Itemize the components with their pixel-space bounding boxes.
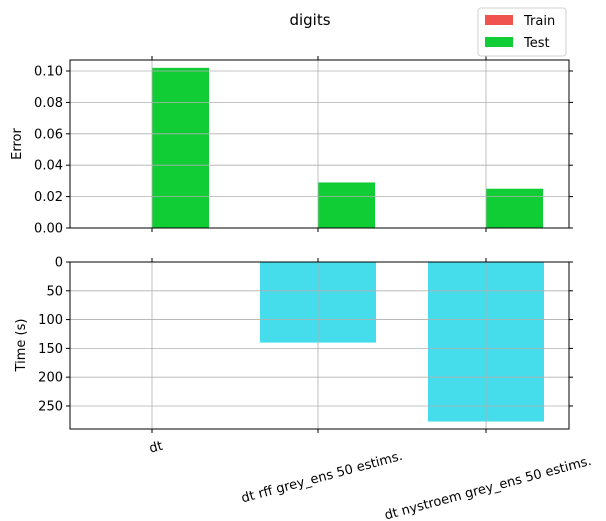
error-y-tick-label: 0.00 <box>34 222 63 237</box>
legend: Train Test <box>477 7 567 57</box>
x-tick-label: dt rff grey_ens 50 estims. <box>240 449 405 507</box>
legend-label-train: Train <box>523 14 555 29</box>
error-bar-test <box>152 67 209 228</box>
legend-swatch-train <box>485 15 513 25</box>
error-y-tick-label: 0.06 <box>34 127 63 142</box>
error-bar-test <box>486 188 543 228</box>
error-y-tick-label: 0.02 <box>34 190 63 205</box>
time-y-tick-label: 100 <box>38 313 63 328</box>
time-panel: 0 50 100 150 200 250 Time (s) <box>14 256 573 433</box>
time-y-tick-label: 150 <box>38 342 63 357</box>
time-y-tick-label: 250 <box>38 399 63 414</box>
error-y-tick-label: 0.08 <box>34 96 63 111</box>
time-y-axis-label: Time (s) <box>14 319 29 373</box>
chart-title: digits <box>289 11 330 29</box>
x-tick-label: dt nystroem grey_ens 50 estims. <box>383 454 593 521</box>
time-y-tick-label: 200 <box>38 371 63 386</box>
error-y-tick-label: 0.10 <box>34 64 63 79</box>
error-bars <box>152 67 543 228</box>
error-y-axis-label: Error <box>10 128 25 160</box>
time-axes-frame <box>69 261 570 430</box>
error-y-ticks: 0.00 0.02 0.04 0.06 0.08 0.10 <box>34 56 573 237</box>
time-y-ticks: 0 50 100 150 200 250 <box>38 256 573 433</box>
x-tick-label: dt <box>148 439 165 457</box>
x-tick-labels: dt dt rff grey_ens 50 estims.dt nystroem … <box>148 439 593 521</box>
legend-label-test: Test <box>523 36 550 51</box>
time-bars <box>260 262 544 422</box>
error-panel: 0.00 0.02 0.04 0.06 0.08 0.10 Error <box>10 56 573 237</box>
time-y-tick-label: 50 <box>46 284 63 299</box>
error-axes-frame <box>69 59 570 229</box>
legend-swatch-test <box>485 37 513 47</box>
error-y-tick-label: 0.04 <box>34 159 63 174</box>
error-bar-test <box>318 182 375 228</box>
time-y-tick-label: 0 <box>55 256 63 271</box>
